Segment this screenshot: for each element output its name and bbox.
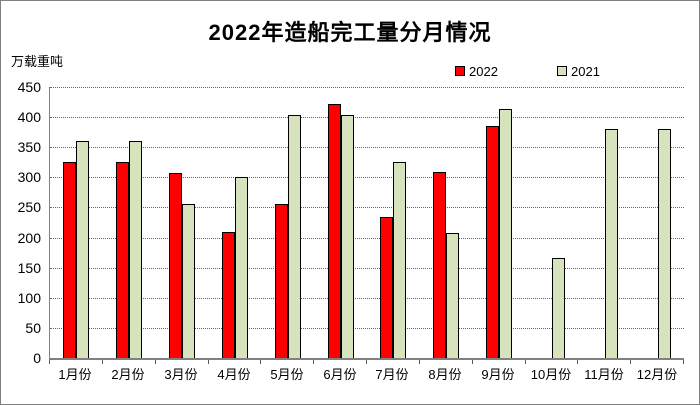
x-axis-tick (155, 360, 156, 364)
gridline-50 (50, 327, 684, 329)
y-tick-label-450: 450 (17, 79, 41, 95)
gridline-450 (50, 87, 684, 88)
x-axis-tick (525, 360, 526, 364)
bar-2022-9月份 (486, 126, 499, 358)
y-tick-label-0: 0 (33, 350, 41, 366)
y-tick-label-350: 350 (17, 139, 41, 156)
y-tick-label-150: 150 (17, 259, 41, 276)
x-axis-label-12月份: 12月份 (636, 367, 678, 382)
x-axis-tick (366, 360, 367, 364)
legend-label-2022: 2022 (469, 63, 498, 79)
x-axis-label-11月份: 11月份 (584, 367, 624, 382)
y-tick-label-50: 50 (25, 319, 41, 336)
gridline-200 (50, 237, 684, 239)
x-axis-tick (683, 360, 684, 364)
x-axis-tick (260, 360, 261, 364)
bar-2021-7月份 (393, 162, 406, 358)
bar-2022-1月份 (63, 162, 76, 358)
y-tick-label-200: 200 (17, 229, 41, 246)
bar-2021-5月份 (288, 115, 301, 358)
x-axis-tick (577, 360, 578, 364)
bar-2021-6月份 (341, 115, 354, 358)
x-axis-tick (419, 360, 420, 364)
bar-2021-4月份 (235, 177, 248, 358)
bar-2021-3月份 (182, 204, 195, 358)
y-tick-label-250: 250 (17, 199, 41, 216)
gridline-400 (50, 117, 684, 119)
bar-2022-8月份 (433, 172, 446, 358)
bar-2021-1月份 (76, 141, 89, 358)
bar-2022-7月份 (380, 217, 393, 358)
bar-2021-10月份 (552, 258, 565, 358)
x-axis-label-8月份: 8月份 (428, 367, 462, 382)
gridline-150 (50, 267, 684, 269)
x-axis-tick (102, 360, 103, 364)
x-axis-label-6月份: 6月份 (323, 367, 357, 382)
legend-entry-2022: 2022 (455, 63, 498, 79)
chart-title: 2022年造船完工量分月情况 (208, 20, 492, 45)
y-axis-unit-label: 万载重吨 (11, 54, 64, 69)
x-axis-label-3月份: 3月份 (164, 367, 198, 382)
bar-2021-11月份 (605, 129, 618, 358)
x-axis-label-4月份: 4月份 (217, 367, 251, 382)
bar-2021-12月份 (658, 129, 671, 358)
bar-2022-2月份 (116, 162, 129, 358)
legend-swatch-2022 (455, 66, 465, 76)
y-tick-label-100: 100 (17, 289, 41, 306)
bar-2021-9月份 (499, 109, 512, 358)
bar-2021-2月份 (129, 141, 142, 358)
gridline-100 (50, 297, 684, 299)
x-axis-tick (49, 360, 50, 364)
x-axis-tick (208, 360, 209, 364)
y-tick-label-400: 400 (17, 109, 41, 126)
gridline-250 (50, 207, 684, 209)
x-axis-tick (630, 360, 631, 364)
x-axis-label-2月份: 2月份 (111, 367, 145, 382)
bar-2022-6月份 (328, 104, 341, 358)
x-axis-tick (472, 360, 473, 364)
x-axis-label-7月份: 7月份 (375, 367, 409, 382)
gridline-350 (50, 147, 684, 149)
y-tick-label-300: 300 (17, 169, 41, 186)
x-axis-label-5月份: 5月份 (270, 367, 304, 382)
plot-area (49, 87, 684, 360)
bar-2022-5月份 (275, 204, 288, 358)
legend-label-2021: 2021 (571, 63, 600, 79)
x-axis-label-1月份: 1月份 (58, 367, 92, 382)
legend-swatch-2021 (557, 66, 567, 76)
x-axis-label-10月份: 10月份 (530, 367, 572, 382)
bar-2022-4月份 (222, 232, 235, 358)
bar-2021-8月份 (446, 233, 459, 358)
bar-2022-3月份 (169, 173, 182, 358)
gridline-300 (50, 177, 684, 179)
x-axis-label-9月份: 9月份 (481, 367, 515, 382)
legend-entry-2021: 2021 (557, 63, 600, 79)
x-axis-tick (313, 360, 314, 364)
